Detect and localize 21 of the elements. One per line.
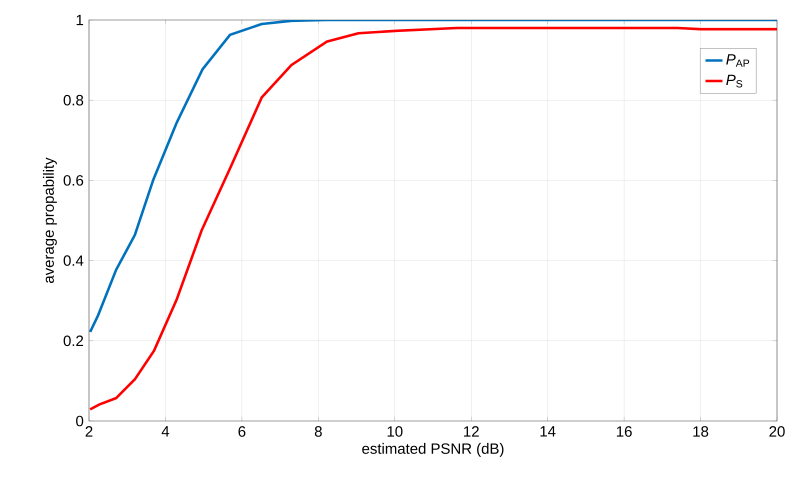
y-tick-label: 0.6 — [64, 175, 84, 186]
y-axis-title: average propability — [42, 157, 57, 283]
y-tick-label: 1 — [76, 14, 84, 26]
y-tick-label: 0.2 — [64, 336, 84, 346]
y-tick-label: 0 — [76, 416, 84, 426]
x-tick-label: 6 — [238, 426, 246, 437]
legend-label: P$_{S}$ — [726, 74, 742, 88]
x-tick-label: 12 — [464, 426, 479, 437]
x-tick-label: 2 — [86, 426, 92, 437]
x-tick-label: 4 — [162, 426, 170, 436]
x-tick-label: 20 — [769, 426, 785, 437]
x-tick-label: 10 — [388, 426, 402, 437]
x-tick-label: 18 — [693, 426, 708, 437]
legend-label: P$_{AP}$ — [726, 54, 750, 67]
y-tick-label: 0.4 — [64, 255, 84, 266]
line-series — [89, 26, 778, 411]
x-tick-label: 16 — [616, 426, 632, 437]
x-axis-title: estimated PSNR (dB) — [362, 442, 504, 457]
x-tick-label: 8 — [314, 426, 322, 437]
y-tick-label: 0.8 — [64, 94, 84, 106]
x-tick-label: 14 — [540, 426, 556, 436]
